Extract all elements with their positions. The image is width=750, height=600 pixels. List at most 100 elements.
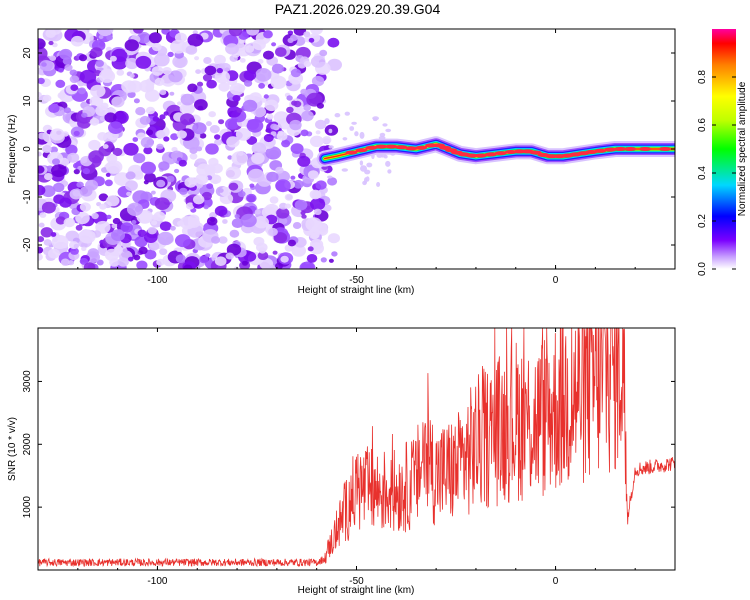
- spectrogram-noise-blob: [105, 160, 123, 174]
- spectrogram-noise-blob: [351, 121, 357, 125]
- spectrogram-noise-blob: [42, 145, 52, 153]
- spectrogram-noise-blob: [135, 107, 146, 116]
- ridge-hotspot: [494, 151, 507, 156]
- spectrogram-noise-blob: [253, 106, 267, 118]
- spectrogram-noise-blob: [70, 35, 84, 47]
- spectrogram-noise-blob: [297, 155, 311, 167]
- spectrogram-noise-blob: [213, 54, 226, 65]
- spectrogram-noise-blob: [175, 234, 191, 248]
- spectrogram-noise-blob: [303, 60, 312, 67]
- spectrogram-noise-blob: [255, 68, 272, 82]
- spectrogram-noise-blob: [251, 152, 265, 165]
- ridge-hotspot: [395, 145, 408, 150]
- spectrogram-noise-blob: [98, 193, 109, 202]
- spectrogram-noise-blob: [59, 48, 73, 60]
- spectrogram-noise-blob: [177, 101, 182, 106]
- spectrogram-noise-blob: [127, 256, 134, 262]
- spectrogram-noise-blob: [70, 247, 79, 255]
- spectrogram-noise-blob: [264, 99, 279, 112]
- spectrogram-noise-blob: [60, 258, 70, 266]
- snr-y-tick-label: 3000: [22, 370, 33, 393]
- spectrogram-noise-blob: [98, 35, 104, 39]
- spectrogram-noise-blob: [341, 168, 348, 172]
- spectrogram-noise-blob: [293, 29, 307, 36]
- spectrogram-noise-blob: [268, 227, 278, 237]
- snr-x-label: Height of straight line (km): [298, 585, 415, 596]
- spectrogram-noise-blob: [202, 73, 213, 82]
- spectrogram-noise-blob: [206, 216, 218, 226]
- spectrogram-noise-blob: [265, 146, 282, 160]
- spectrogram-noise-blob: [112, 147, 123, 157]
- spectrogram-noise-blob: [279, 202, 288, 210]
- spectrogram-noise-blob: [156, 143, 164, 150]
- spectrogram-noise-blob: [382, 123, 388, 127]
- spectrogram-noise-blob: [104, 248, 120, 261]
- spectrogram-noise-blob: [65, 144, 78, 155]
- spectrogram-noise-blob: [152, 116, 160, 122]
- spectrogram-noise-blob: [162, 67, 172, 75]
- spectrogram-noise-blob: [270, 131, 277, 137]
- colorbar-tick-label: 0.8: [697, 70, 708, 84]
- spectrogram-noise-blob: [273, 111, 289, 124]
- spectrogram-noise-blob: [125, 171, 136, 180]
- spectrogram-noise-blob: [246, 193, 257, 203]
- spectrogram-noise-blob: [360, 165, 367, 172]
- spectrogram-noise-blob: [196, 146, 203, 152]
- spectrogram-noise-blob: [49, 55, 57, 61]
- spectrogram-noise-blob: [245, 45, 255, 53]
- spectrogram-noise-blob: [280, 255, 289, 263]
- ridge-hotspot: [466, 153, 478, 158]
- spectrogram-noise-blob: [328, 258, 334, 263]
- spectrogram-noise-blob: [300, 88, 308, 95]
- spectrogram-noise-blob: [243, 70, 257, 81]
- colorbar-label: Normalized spectral amplitude: [737, 81, 748, 216]
- spectrogram-noise-blob: [44, 173, 53, 181]
- spectrogram-noise-blob: [290, 68, 301, 78]
- spectrogram-y-ticks: 20 10 0 -10 -20: [22, 47, 675, 252]
- spectrogram-noise-blob: [70, 84, 79, 91]
- spectrogram-noise-blob: [270, 123, 278, 130]
- spectrogram-noise-blob: [59, 197, 72, 208]
- spectrogram-noise-blob: [38, 165, 45, 174]
- spectrogram-noise-blob: [145, 106, 156, 115]
- spectrogram-noise-blob: [203, 205, 209, 210]
- spectrogram-noise-blob: [228, 182, 239, 191]
- ridge-hotspot: [385, 144, 398, 149]
- spectrogram-noise-blob: [366, 162, 373, 168]
- spectrogram-noise-blob: [287, 239, 296, 247]
- spectrogram-noise-blob: [38, 38, 46, 50]
- spectrogram-noise-blob: [104, 179, 113, 187]
- spectrogram-noise-blob: [106, 214, 112, 220]
- spectrogram-noise-blob: [287, 37, 294, 44]
- spectrogram-noise-blob: [126, 191, 132, 197]
- spectrogram-noise-blob: [91, 212, 99, 220]
- spectrogram-noise-blob: [58, 68, 64, 73]
- spectrogram-noise-blob: [222, 219, 228, 224]
- spectrogram-noise-blob: [216, 67, 223, 74]
- spectrogram-noise-blob: [291, 244, 307, 257]
- spectrogram-noise-blob: [229, 229, 240, 238]
- spectrogram-noise-blob: [47, 248, 60, 259]
- spectrogram-noise-blob: [206, 79, 217, 89]
- spectrogram-noise-blob: [116, 69, 125, 76]
- spectrogram-panel: -100 -50 0 20 10 0 -10 -20 Height of straight …: [7, 28, 676, 296]
- spectrogram-noise-blob: [62, 57, 72, 65]
- spectrogram-noise-blob: [50, 232, 57, 237]
- colorbar-tick-label: 0.4: [697, 166, 708, 180]
- spectrogram-noise-blob: [38, 77, 45, 85]
- spectrogram-noise-blob: [231, 218, 244, 229]
- spectrogram-noise-blob: [38, 151, 42, 157]
- spectrogram-noise-blob: [43, 239, 52, 246]
- spectrogram-noise-blob: [254, 216, 269, 229]
- spectrogram-noise-blob: [124, 39, 139, 52]
- spectrogram-noise-blob: [163, 111, 169, 116]
- spectrogram-noise-blob: [257, 251, 269, 260]
- spectrogram-noise-blob: [78, 87, 86, 95]
- spectrogram-noise-blob: [63, 107, 71, 114]
- spectrogram-y-tick-label: 10: [22, 95, 33, 107]
- spectrogram-noise-blob: [82, 168, 91, 175]
- spectrogram-noise-blob: [192, 122, 207, 135]
- spectrogram-noise-blob: [292, 222, 302, 229]
- spectrogram-noise-blob: [79, 202, 91, 212]
